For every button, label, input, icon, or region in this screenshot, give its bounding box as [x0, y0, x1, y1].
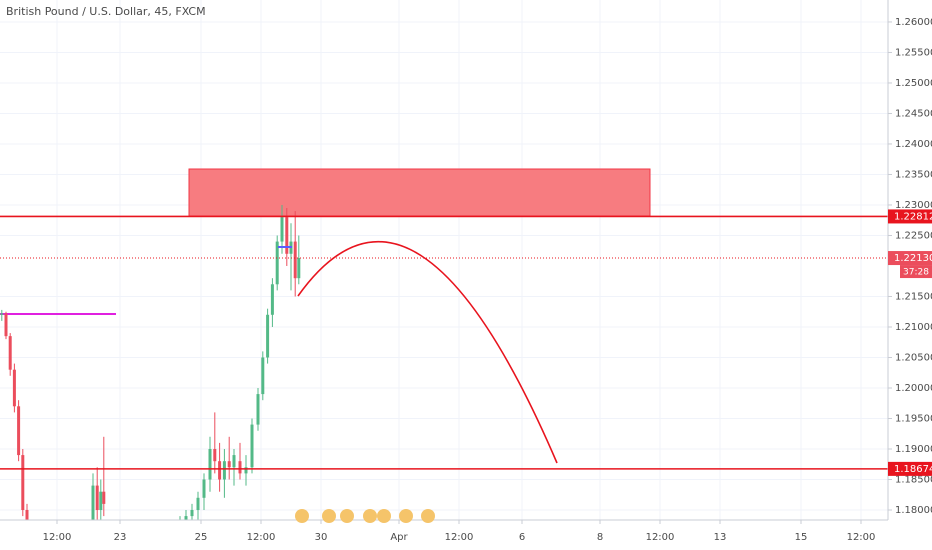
candle-body: [285, 217, 289, 254]
chart-title: British Pound / U.S. Dollar, 45, FXCM: [6, 5, 206, 18]
event-icons: [295, 509, 435, 523]
x-tick-label: 25: [195, 532, 208, 543]
y-tick-label: 1.20000: [895, 383, 932, 394]
x-tick-label: 12:00: [847, 532, 876, 543]
candle-body: [95, 485, 99, 510]
axes: 1.26000 1.25500 1.25000 1.24500 1.24000 1.235…: [43, 17, 932, 543]
y-tick-label: 1.18000: [895, 505, 932, 516]
x-tick-label: 12:00: [247, 532, 276, 543]
candle-body: [266, 314, 270, 358]
candle-body: [293, 241, 297, 279]
candle-body: [232, 455, 236, 468]
candle-body: [179, 522, 182, 528]
resistance-zone: [188, 168, 651, 217]
y-tick-label: 1.20500: [895, 352, 932, 363]
candle-body: [218, 461, 222, 480]
x-tick-label: Apr: [390, 532, 408, 543]
candle-body: [280, 217, 284, 242]
candle-body: [102, 491, 106, 504]
candle-body: [196, 497, 200, 510]
candle-body: [244, 467, 248, 474]
candle-body: [190, 509, 194, 517]
candle-body: [222, 461, 226, 480]
y-tick-label: 1.19000: [895, 444, 932, 455]
y-tick-label: 1.25500: [895, 47, 932, 58]
candle-body: [91, 485, 95, 520]
x-tick-label: 6: [519, 532, 525, 543]
projection-arc: [297, 240, 558, 464]
level-tag: [888, 461, 932, 476]
level-label: 1.22812: [894, 211, 932, 222]
candle-body: [21, 455, 25, 510]
y-tick-label: 1.24500: [895, 108, 932, 119]
y-tick-label: 1.21000: [895, 322, 932, 333]
candle-body: [213, 448, 217, 462]
candle-body: [8, 336, 12, 370]
levels: [0, 215, 888, 470]
candle-body: [238, 461, 242, 474]
candle-body: [208, 448, 212, 480]
x-tick-label: 23: [114, 532, 127, 543]
y-tick-label: 1.23000: [895, 200, 932, 211]
x-tick-label: 8: [597, 532, 603, 543]
last-price-label: 1.22130: [894, 253, 932, 264]
candle-body: [25, 509, 29, 520]
candle-body: [99, 491, 103, 510]
candle-body: [297, 258, 301, 279]
y-tick-label: 1.19500: [895, 413, 932, 424]
y-tick-label: 1.21500: [895, 291, 932, 302]
candle-body: [0, 313, 4, 315]
y-tick-label: 1.18500: [895, 474, 932, 485]
y-tick-label: 1.23500: [895, 169, 932, 180]
y-tick-label: 1.25000: [895, 78, 932, 89]
y-tick-label: 1.22500: [895, 230, 932, 241]
y-tick-label: 1.24000: [895, 139, 932, 150]
candle-body: [256, 394, 260, 425]
x-tick-label: 12:00: [646, 532, 675, 543]
x-tick-label: 30: [315, 532, 328, 543]
candle-body: [250, 424, 254, 468]
candle-body: [227, 461, 231, 468]
x-tick-label: 12:00: [445, 532, 474, 543]
countdown-tag: [900, 265, 932, 279]
x-tick-label: 15: [795, 532, 808, 543]
candle-body: [202, 479, 206, 498]
x-tick-label: 12:00: [43, 532, 72, 543]
last-price-tag: [888, 251, 932, 266]
candle-body: [270, 284, 274, 315]
candle-body: [261, 357, 265, 395]
level-tag: [888, 209, 932, 224]
grid: [0, 0, 888, 520]
x-tick-label: 13: [714, 532, 727, 543]
candle-body: [184, 516, 188, 520]
candles: [0, 204, 301, 528]
countdown-label: 37:28: [903, 268, 929, 278]
candle-body: [17, 406, 21, 456]
candle-body: [275, 241, 279, 285]
level-label: 1.18674: [894, 464, 932, 475]
candle-body: [12, 369, 16, 407]
candle-body: [4, 313, 8, 337]
y-tick-label: 1.26000: [895, 17, 932, 28]
